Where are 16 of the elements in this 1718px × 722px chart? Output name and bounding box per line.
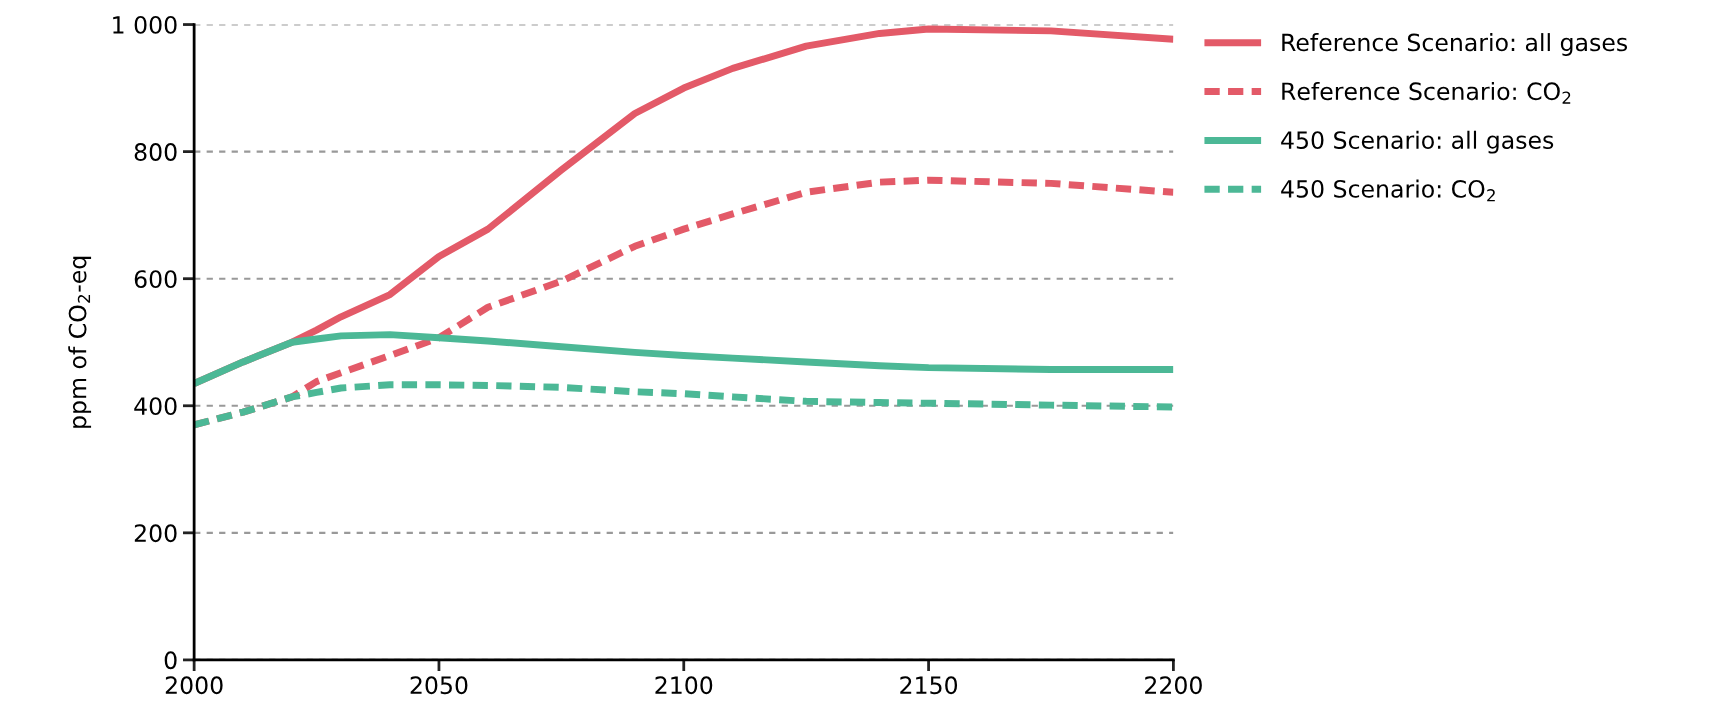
legend-label: 450 Scenario: all gases [1281, 130, 1554, 154]
x-tick-label: 2050 [410, 676, 468, 695]
x-tick-label: 2200 [1145, 676, 1202, 695]
y-tick-label: 200 [134, 524, 177, 543]
y-tick-label: 0 [164, 651, 177, 670]
x-tick-label: 2000 [165, 676, 223, 695]
y-tick-label: 1 000 [113, 15, 177, 34]
y-axis-title: ppm of CO$_{2}$-eq [68, 256, 92, 428]
y-tick-label: 600 [134, 270, 177, 288]
x-tick-label: 2150 [900, 676, 958, 695]
legend-label: Reference Scenario: all gases [1282, 33, 1628, 56]
y-tick-label: 400 [134, 397, 177, 416]
legend-label: 450 Scenario: CO$_{2}$ [1281, 179, 1495, 202]
legend-label: Reference Scenario: CO$_{2}$ [1282, 81, 1571, 104]
y-tick-label: 800 [134, 143, 177, 161]
x-tick-label: 2100 [655, 676, 713, 695]
